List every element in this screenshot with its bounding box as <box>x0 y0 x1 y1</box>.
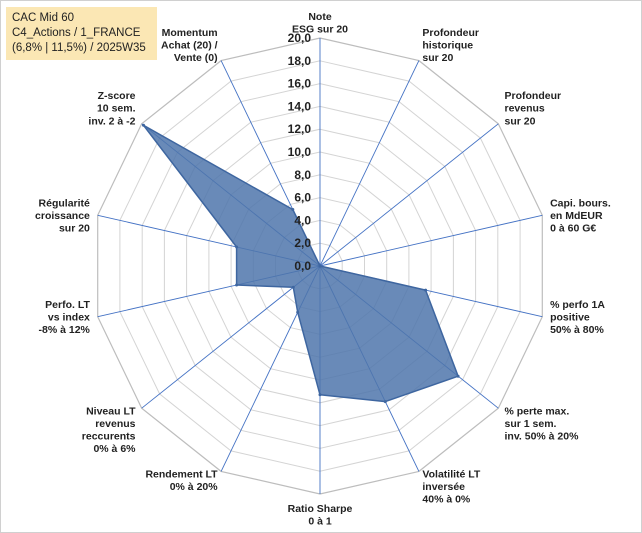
tick-label: 0,0 <box>294 259 311 273</box>
series-point <box>296 310 300 314</box>
tick-label: 14,0 <box>288 99 312 113</box>
axis-label-line: Régularité <box>39 198 91 210</box>
axis-label: Rendement LT 0% à 20% <box>145 469 218 494</box>
axis-label: Capi. bours. en MdEUR 0 à 60 G€ <box>550 198 611 235</box>
axis-label-line: Perfo. LT <box>45 299 90 311</box>
axis-label-line: Profondeur <box>505 90 562 102</box>
tick-label: 8,0 <box>294 168 311 182</box>
axis-label: Z-score 10 sem. inv. 2 à -2 <box>88 90 135 127</box>
axis-spoke <box>141 265 321 409</box>
axis-label-line: sur 20 <box>59 223 90 235</box>
axis-label-line: vs index <box>48 312 90 324</box>
axis-label-line: en MdEUR <box>550 210 603 222</box>
axis-label-line: Profondeur <box>422 27 479 39</box>
axis-label-line: 0% à 20% <box>170 481 219 493</box>
axis-label-line: Rendement LT <box>145 469 218 481</box>
tick-label: 4,0 <box>294 213 311 227</box>
axis-label-line: Momentum <box>162 27 218 39</box>
tick-label: 16,0 <box>288 77 312 91</box>
legend-index-name: CAC Mid 60 <box>12 12 74 24</box>
series-point <box>235 245 239 249</box>
axis-label: Niveau LT revenus reccurents 0% à 6% <box>82 405 136 455</box>
axis-label-line: -8% à 12% <box>39 324 91 336</box>
axis-label: Profondeur revenus sur 20 <box>505 90 562 127</box>
axis-label-line: historique <box>422 40 473 52</box>
axis-spoke <box>319 60 420 267</box>
series-point <box>456 374 460 378</box>
axis-label-line: % perfo 1A <box>550 299 605 311</box>
axis-label-line: Capi. bours. <box>550 198 611 210</box>
radar-series <box>142 123 460 404</box>
tick-label: 2,0 <box>294 236 311 250</box>
axis-label-line: inv. 50% à 20% <box>505 431 580 443</box>
axis-label-line: revenus <box>95 418 135 430</box>
series-point <box>424 288 428 292</box>
axis-label: Note ESG sur 20 <box>292 11 348 36</box>
series-point <box>291 285 295 289</box>
axis-label-line: Niveau LT <box>86 405 136 417</box>
axis-label-line: 50% à 80% <box>550 324 604 336</box>
tick-label: 6,0 <box>294 191 311 205</box>
axis-label-line: revenus <box>505 103 545 115</box>
axis-label-line: positive <box>550 312 590 324</box>
axis-spoke <box>319 214 543 267</box>
axis-label-line: Ratio Sharpe <box>288 503 353 515</box>
radar-axis-labels: Note ESG sur 20 Profondeur historique sur 20… <box>35 11 611 528</box>
axis-label: Momentum Achat (20) / Vente (0) <box>161 27 218 64</box>
legend-category: C4_Actions / 1_FRANCE <box>12 27 141 39</box>
axis-label-line: Z-score <box>98 90 136 102</box>
axis-label-line: 0 à 1 <box>308 516 332 528</box>
axis-label-line: Note <box>308 11 331 23</box>
axis-label-line: 10 sem. <box>97 103 136 115</box>
axis-spoke <box>319 123 499 267</box>
tick-label: 12,0 <box>288 122 312 136</box>
axis-label: Perfo. LT vs index -8% à 12% <box>39 299 91 336</box>
axis-label-line: ESG sur 20 <box>292 24 348 36</box>
axis-label-line: 0 à 60 G€ <box>550 223 596 235</box>
axis-label-line: Volatilité LT <box>422 469 481 481</box>
axis-label-line: sur 1 sem. <box>505 418 557 430</box>
axis-label: Profondeur historique sur 20 <box>422 27 479 64</box>
axis-label: % perte max. sur 1 sem. inv. 50% à 20% <box>505 405 580 442</box>
series-point <box>291 208 295 211</box>
axis-label-line: Vente (0) <box>174 52 218 64</box>
axis-label-line: inv. 2 à -2 <box>88 115 135 127</box>
legend-box: CAC Mid 60 C4_Actions / 1_FRANCE (6,8% |… <box>6 7 157 60</box>
tick-label: 18,0 <box>288 54 312 68</box>
series-area <box>142 124 459 403</box>
axis-label-line: inversée <box>422 481 465 493</box>
legend-period: (6,8% | 11,5%) / 2025W35 <box>12 42 146 54</box>
axis-label: Ratio Sharpe 0 à 1 <box>288 503 353 528</box>
series-point <box>235 283 239 287</box>
axis-label-line: croissance <box>35 210 90 222</box>
axis-label-line: % perte max. <box>505 405 570 417</box>
tick-label: 20,0 <box>288 31 312 45</box>
axis-label-line: 40% à 0% <box>422 494 471 506</box>
series-point <box>318 393 322 397</box>
series-point <box>142 123 145 127</box>
axis-label: Régularité croissance sur 20 <box>35 198 90 235</box>
axis-label: Volatilité LT inversée 40% à 0% <box>422 469 481 506</box>
axis-label-line: 0% à 6% <box>93 443 136 455</box>
tick-label: 10,0 <box>288 145 312 159</box>
axis-label: % perfo 1A positive 50% à 80% <box>550 299 605 336</box>
axis-label-line: sur 20 <box>505 115 536 127</box>
axis-label-line: reccurents <box>82 431 136 443</box>
axis-label-line: Achat (20) / <box>161 40 218 52</box>
series-point <box>383 400 387 404</box>
series-point <box>318 264 322 268</box>
axis-label-line: sur 20 <box>422 52 453 64</box>
radar-tick-labels: 0,0 2,0 4,0 6,0 8,0 10,0 12,0 14,0 16,0 18,0 20,0 <box>288 31 312 273</box>
